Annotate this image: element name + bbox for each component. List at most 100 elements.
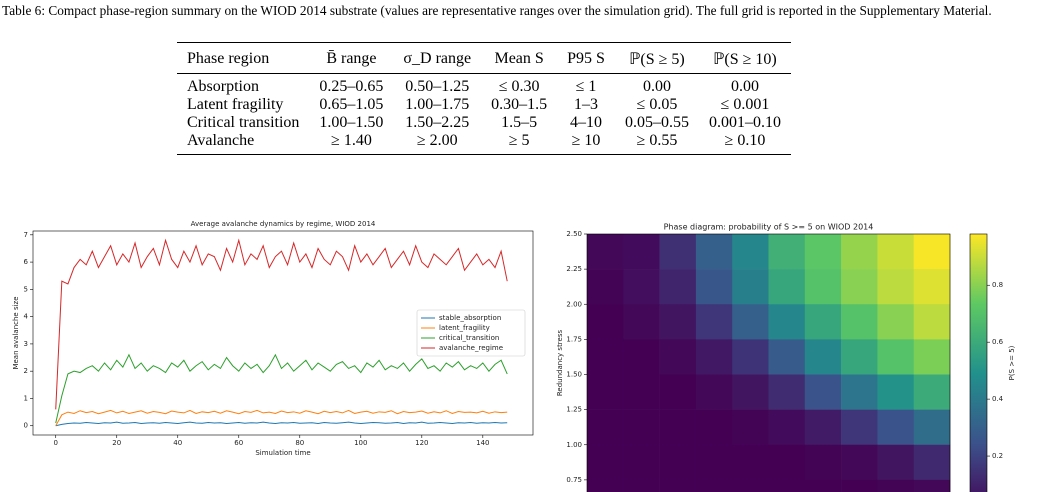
heatmap-cell	[732, 304, 769, 340]
heatmap-cell	[877, 479, 914, 492]
heatmap-cell	[804, 269, 842, 305]
header-cell: Phase region	[177, 42, 310, 74]
heatmap-cell	[732, 234, 769, 270]
y-tick-label: 2	[24, 367, 28, 375]
header-cell: B̄ range	[309, 42, 394, 74]
heatmap-cell	[804, 339, 842, 375]
heatmap-cell	[732, 409, 769, 446]
heatmap-cell	[623, 339, 660, 375]
y-tick-label: 1.25	[566, 406, 582, 414]
heatmap-cell	[877, 374, 914, 410]
table-cell: 0.50–1.25	[405, 78, 470, 95]
colorbar-tick-label: 0.8	[992, 281, 1003, 289]
y-tick-label: 1.50	[566, 371, 582, 379]
table-cell: ≥ 0.55	[636, 132, 678, 149]
table-cell: ≥ 1.40	[331, 132, 372, 149]
x-tick-label: 60	[234, 439, 243, 447]
heatmap-cell	[623, 479, 660, 492]
heatmap-cell	[841, 479, 878, 492]
y-tick-label: 0.75	[566, 476, 582, 484]
table-row: Latent fragility 0.65–1.05 1.00–1.75 0.30–1…	[177, 96, 791, 114]
heatmap-cell	[587, 304, 624, 340]
header-cell: ℙ(S ≥ 5)	[614, 42, 699, 74]
heatmap-cell	[659, 479, 697, 492]
heatmap-cell	[587, 269, 624, 305]
heatmap-cell	[913, 269, 951, 305]
heatmap-cell	[695, 444, 733, 481]
heatmap-cell	[804, 479, 842, 492]
y-axis-label: Redundancy stress	[556, 330, 564, 397]
heatmap-cell	[804, 374, 842, 410]
x-axis-label: Simulation time	[255, 449, 310, 457]
heatmap-cell	[659, 444, 697, 481]
heatmap-cell	[841, 269, 878, 305]
colorbar-tick-label: 0.2	[992, 452, 1003, 460]
heatmap-cell	[623, 409, 660, 446]
heatmap-cell	[913, 304, 951, 340]
x-tick-label: 140	[476, 439, 489, 447]
table-row: Avalanche ≥ 1.40 ≥ 2.00 ≥ 5 ≥ 10 ≥ 0.55 ≥ 0.10	[177, 132, 791, 155]
y-tick-label: 7	[24, 231, 28, 239]
heatmap-cell	[623, 444, 660, 481]
heatmap-cell	[768, 234, 806, 270]
series-line	[55, 409, 508, 426]
heatmap-cell	[913, 409, 951, 446]
heatmap-cell	[587, 234, 624, 270]
legend-label: latent_fragility	[439, 324, 490, 332]
table-cell: Avalanche	[187, 132, 255, 149]
legend-label: stable_absorption	[439, 314, 501, 322]
heatmap-cell	[841, 374, 878, 410]
x-tick-label: 100	[354, 439, 367, 447]
table-cell: 0.25–0.65	[319, 78, 384, 95]
heatmap-cell	[587, 409, 624, 446]
table-cell: 1.5–5	[501, 114, 538, 131]
heatmap-cell	[841, 444, 878, 481]
table-cell: 0.001–0.10	[708, 114, 781, 131]
heatmap-cell	[695, 409, 733, 446]
table-cell: 0.00	[642, 78, 671, 95]
colorbar	[969, 233, 988, 492]
table-row: Critical transition 1.00–1.50 1.50–2.25 1.5…	[177, 114, 791, 132]
table-cell: 0.00	[730, 78, 759, 95]
heatmap-cell	[768, 304, 806, 340]
heatmap-cell	[913, 374, 951, 410]
x-tick-label: 120	[415, 439, 428, 447]
table-body: Absorption 0.25–0.65 0.50–1.25 ≤ 0.30 ≤ 1 0.0…	[177, 74, 791, 155]
heatmap-cell	[732, 479, 769, 492]
heatmap-cell	[768, 269, 806, 305]
table-cell: Latent fragility	[187, 96, 284, 113]
heatmap-cell	[623, 374, 660, 410]
y-tick-label: 5	[24, 285, 28, 293]
y-axis-label: Mean avalanche size	[12, 296, 20, 369]
table-cell: ≥ 2.00	[416, 132, 458, 149]
legend-box	[416, 309, 526, 357]
header-cell: ℙ(S ≥ 10)	[698, 42, 791, 74]
heatmap-cell	[623, 304, 660, 340]
table-cell: ≤ 1	[575, 78, 597, 95]
table-caption: Table 6: Compact phase-region summary on…	[2, 3, 992, 18]
heatmap-cell	[768, 409, 806, 446]
y-tick-label: 1.00	[566, 441, 582, 449]
plot-frame	[32, 230, 534, 436]
x-tick-label: 0	[53, 439, 57, 447]
heatmap-cell	[587, 339, 624, 375]
heatmap-cell	[659, 409, 697, 446]
heatmap-cell	[804, 444, 842, 481]
table-cell: 0.30–1.5	[491, 96, 548, 113]
header-cell: P95 S	[557, 42, 615, 74]
heatmap-cell	[768, 339, 806, 375]
header-cell: σ_D range	[393, 42, 482, 74]
heatmap-cell	[768, 479, 806, 492]
header-row: Phase region B̄ range σ_D range Mean S P…	[177, 42, 791, 74]
table-cell: ≤ 0.05	[636, 96, 678, 113]
heatmap-cell	[732, 374, 769, 410]
y-tick-label: 4	[24, 313, 29, 321]
y-tick-label: 2.50	[566, 230, 582, 238]
x-tick-label: 20	[112, 439, 121, 447]
heatmap-cell	[877, 339, 914, 375]
y-tick-label: 3	[24, 340, 28, 348]
legend-label: critical_transition	[439, 334, 499, 342]
colorbar-label: P(S >= 5)	[1008, 345, 1016, 380]
table-cell: 1–3	[574, 96, 599, 113]
